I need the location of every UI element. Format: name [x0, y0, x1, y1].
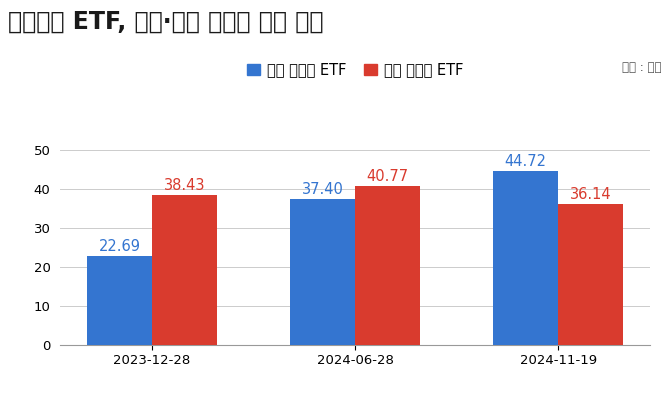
Bar: [493, 171, 558, 345]
Bar: [558, 204, 623, 345]
Text: 37.40: 37.40: [302, 182, 344, 197]
Bar: [290, 199, 355, 345]
Text: 단위 : 조원: 단위 : 조원: [622, 61, 662, 74]
Text: 22.69: 22.69: [98, 239, 141, 254]
Bar: [355, 186, 420, 345]
Text: 40.77: 40.77: [366, 169, 409, 184]
Text: 주식관련 ETF, 국내·해외 순자산 총액 추이: 주식관련 ETF, 국내·해외 순자산 총액 추이: [8, 10, 324, 34]
Legend: 해외 주식형 ETF, 국내 주식형 ETF: 해외 주식형 ETF, 국내 주식형 ETF: [241, 57, 470, 84]
Text: 38.43: 38.43: [163, 178, 205, 193]
Text: 44.72: 44.72: [505, 154, 547, 169]
Text: 36.14: 36.14: [570, 187, 612, 202]
Bar: [87, 256, 152, 345]
Bar: [152, 195, 217, 345]
